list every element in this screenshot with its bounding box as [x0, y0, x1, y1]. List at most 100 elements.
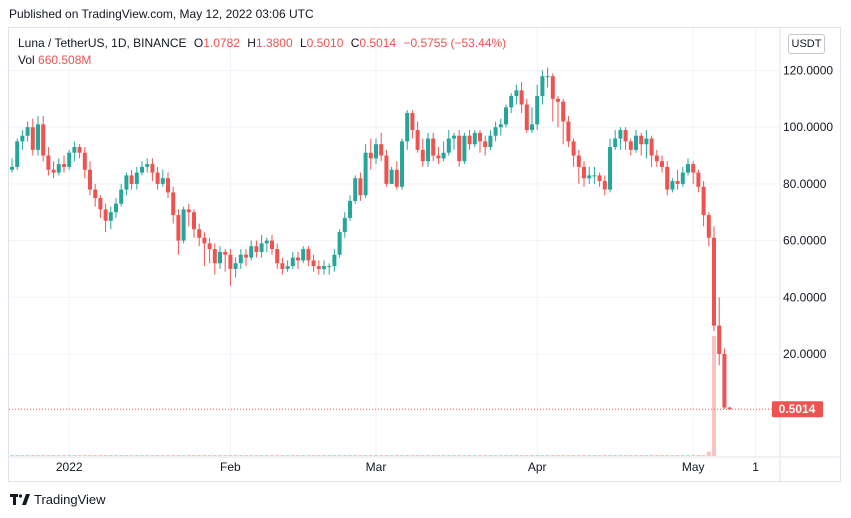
- candle-body: [301, 249, 306, 261]
- volume-bar: [420, 455, 425, 456]
- volume-bar: [509, 455, 514, 456]
- volume-bar: [238, 455, 243, 456]
- volume-bar: [223, 455, 228, 456]
- candle-body: [696, 172, 701, 187]
- candle-body: [93, 189, 98, 199]
- volume-bar: [30, 455, 35, 456]
- volume-bar: [649, 455, 654, 456]
- legend-symbol[interactable]: Luna / TetherUS, 1D, BINANCE: [18, 36, 187, 50]
- candle-body: [717, 325, 722, 354]
- candle-body: [628, 141, 633, 150]
- candle-body: [457, 135, 462, 162]
- candle-body: [327, 266, 332, 268]
- candle-body: [15, 141, 20, 167]
- volume-bar: [514, 455, 519, 456]
- candle-body: [311, 260, 316, 267]
- volume-bar: [98, 455, 103, 456]
- volume-bar: [51, 455, 56, 456]
- candle-body: [571, 141, 576, 156]
- candle-body: [379, 144, 384, 156]
- candle-body: [249, 246, 254, 258]
- currency-button[interactable]: USDT: [788, 34, 825, 54]
- candle-body: [608, 147, 612, 190]
- candle-body: [680, 172, 685, 184]
- volume-bar: [233, 455, 238, 456]
- volume-bar: [436, 455, 441, 456]
- volume-bar: [25, 455, 30, 456]
- volume-bar: [701, 455, 706, 456]
- candle-body: [556, 98, 560, 102]
- candle-body: [207, 243, 212, 250]
- volume-bar: [249, 455, 254, 456]
- volume-bar: [108, 455, 113, 456]
- candle-body: [592, 175, 597, 177]
- candle-body: [36, 124, 40, 150]
- volume-bar: [415, 455, 420, 456]
- candle-body: [384, 155, 389, 184]
- candle-body: [691, 164, 696, 173]
- legend-open-label: O: [193, 36, 204, 50]
- candle-body: [238, 254, 243, 264]
- candle-body: [296, 257, 300, 261]
- candle-body: [426, 138, 430, 162]
- candle-body: [254, 246, 259, 252]
- candle-body: [727, 407, 732, 410]
- volume-bar: [670, 455, 675, 456]
- volume-bar: [613, 455, 618, 456]
- candle-body: [72, 147, 77, 153]
- candle-body: [155, 172, 160, 184]
- volume-bar: [634, 455, 638, 456]
- candle-body: [478, 132, 482, 142]
- candle-body: [145, 164, 150, 167]
- volume-bar: [644, 455, 649, 456]
- candle-body: [545, 76, 550, 78]
- volume-bar: [400, 455, 404, 456]
- volume-bar: [472, 455, 477, 456]
- volume-bar: [483, 455, 488, 456]
- footer-brand[interactable]: TradingView: [10, 492, 106, 507]
- candle-body: [431, 138, 436, 156]
- legend-volume-label: Vol: [18, 53, 35, 67]
- volume-bar: [103, 455, 108, 456]
- volume-bar: [493, 455, 498, 456]
- candle-body: [639, 135, 644, 145]
- candle-body: [483, 141, 488, 148]
- x-tick-label: 2022: [56, 460, 83, 474]
- volume-bar: [488, 455, 493, 456]
- tradingview-logo-icon: [10, 493, 30, 505]
- candle-body: [316, 266, 321, 269]
- chart-legend: Luna / TetherUS, 1D, BINANCE O1.0782 H1.…: [18, 35, 506, 69]
- volume-bar: [155, 455, 160, 456]
- volume-bar: [654, 455, 659, 456]
- candle-body: [103, 209, 108, 221]
- candle-body: [576, 155, 581, 167]
- volume-bar: [556, 455, 560, 456]
- volume-bar: [264, 455, 269, 456]
- volume-bar: [316, 455, 321, 456]
- volume-bar: [46, 455, 51, 456]
- candle-body: [67, 152, 72, 167]
- volume-bar: [311, 455, 316, 456]
- volume-bar: [545, 455, 550, 456]
- volume-bar: [228, 455, 233, 456]
- volume-bar: [618, 455, 623, 456]
- chart-frame[interactable]: [8, 27, 841, 482]
- volume-bar: [353, 455, 358, 456]
- volume-bar: [327, 455, 332, 456]
- volume-bar: [535, 455, 540, 456]
- candle-body: [550, 76, 555, 99]
- candle-body: [535, 96, 540, 125]
- volume-bar: [296, 455, 300, 456]
- candle-body: [150, 164, 155, 173]
- volume-bar: [218, 455, 222, 456]
- volume-bar: [186, 455, 191, 456]
- volume-bar: [129, 455, 134, 456]
- candle-body: [322, 266, 326, 269]
- volume-bar: [77, 455, 82, 456]
- volume-bar: [457, 455, 462, 456]
- volume-bar: [706, 451, 711, 456]
- volume-bar: [363, 455, 368, 456]
- candle-body: [348, 200, 352, 218]
- published-caption: Published on TradingView.com, May 12, 20…: [9, 7, 314, 21]
